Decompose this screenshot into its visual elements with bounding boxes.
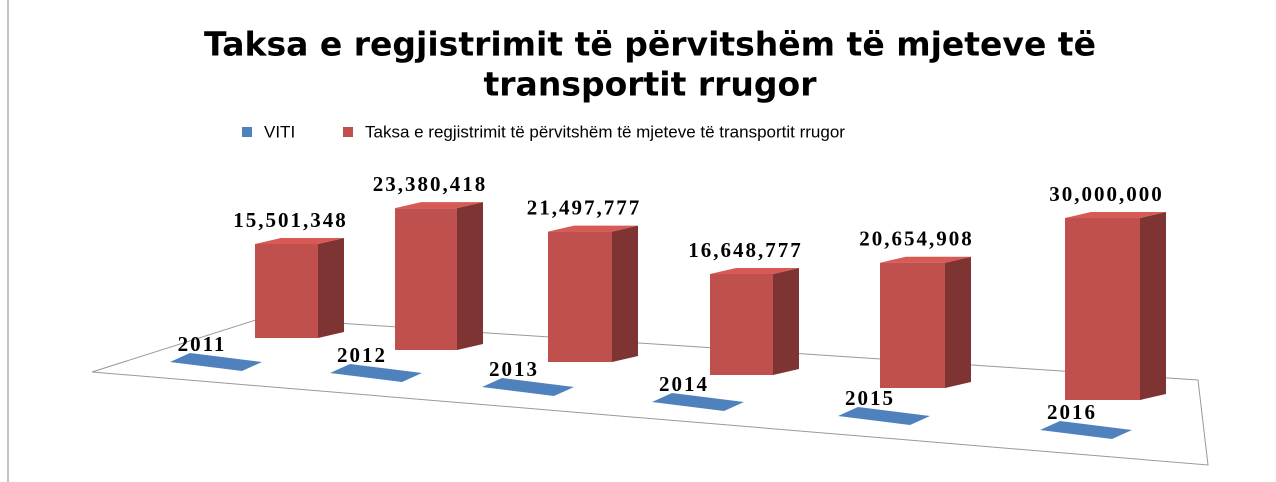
data-label: 21,497,777 (527, 195, 642, 219)
bar (330, 364, 422, 382)
bar-top (255, 237, 344, 244)
bar-top (1065, 212, 1166, 218)
bar (170, 353, 262, 371)
bar-top (880, 256, 971, 263)
bar (880, 262, 945, 388)
data-label: 16,648,777 (688, 238, 803, 262)
bar (255, 243, 318, 338)
bar-top (395, 202, 483, 209)
legend-swatch (343, 127, 353, 137)
bar-side (1140, 212, 1166, 400)
legend-label: VITI (264, 122, 295, 141)
chart-title: Taksa e regjistrimit të përvitshëm të mj… (204, 25, 1096, 64)
chart-title: transportit rrugor (484, 65, 818, 104)
bar (652, 393, 744, 411)
bar-side (773, 267, 799, 375)
bar (1065, 218, 1140, 400)
bar (1040, 421, 1132, 439)
bar-side (457, 202, 483, 350)
data-label: 2011 (178, 332, 227, 356)
data-label: 2016 (1047, 400, 1097, 424)
bar-top (710, 267, 799, 274)
data-label: 30,000,000 (1049, 182, 1164, 206)
bar (838, 407, 930, 425)
bar (482, 378, 574, 396)
bar (395, 208, 457, 350)
bar (548, 231, 612, 362)
data-label: 2012 (337, 343, 387, 367)
bar-top (548, 225, 638, 232)
data-label: 23,380,418 (373, 172, 488, 196)
bar-side (318, 237, 344, 338)
bar (710, 273, 773, 375)
data-label: 2015 (845, 386, 895, 410)
legend-label: Taksa e regjistrimit të përvitshëm të mj… (365, 122, 845, 141)
legend-swatch (242, 127, 252, 137)
data-label: 15,501,348 (233, 208, 348, 232)
floor (91, 317, 1209, 466)
data-label: 20,654,908 (859, 227, 974, 251)
data-label: 2014 (659, 372, 709, 396)
bar-side (945, 256, 971, 388)
data-label: 2013 (489, 357, 539, 381)
bar-side (612, 225, 638, 362)
